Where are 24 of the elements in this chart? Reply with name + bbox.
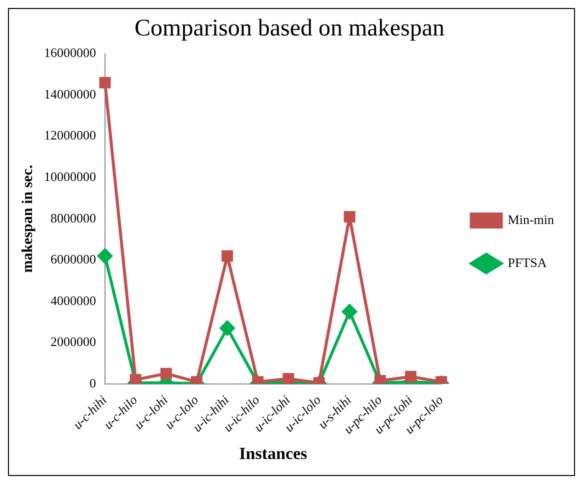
x-axis-title: Instances [239, 444, 308, 464]
y-tick-label: 16000000 [44, 45, 96, 60]
y-tick-label: 4000000 [50, 292, 96, 308]
point [404, 370, 416, 382]
y-tick-label: 2000000 [50, 334, 96, 350]
point [130, 374, 142, 384]
point [160, 368, 172, 380]
y-tick-label: 6000000 [50, 252, 96, 267]
legend-label: Min-min [508, 212, 554, 227]
point [98, 248, 112, 264]
y-tick-label: 10000000 [44, 169, 96, 184]
y-tick-label: 8000000 [50, 210, 96, 226]
point [222, 250, 234, 262]
point [344, 211, 356, 223]
y-tick-label: 12000000 [44, 128, 96, 143]
point [282, 372, 294, 384]
y-tick-label: 0 [90, 375, 96, 390]
point [220, 320, 235, 336]
y-tick-label: 14000000 [44, 86, 96, 102]
point [342, 304, 358, 320]
chart-title: Comparison based on makespan [134, 16, 444, 42]
point [374, 375, 386, 384]
y-axis-title: makespan in sec. [20, 164, 36, 273]
legend-label: PFTSA [508, 254, 548, 270]
